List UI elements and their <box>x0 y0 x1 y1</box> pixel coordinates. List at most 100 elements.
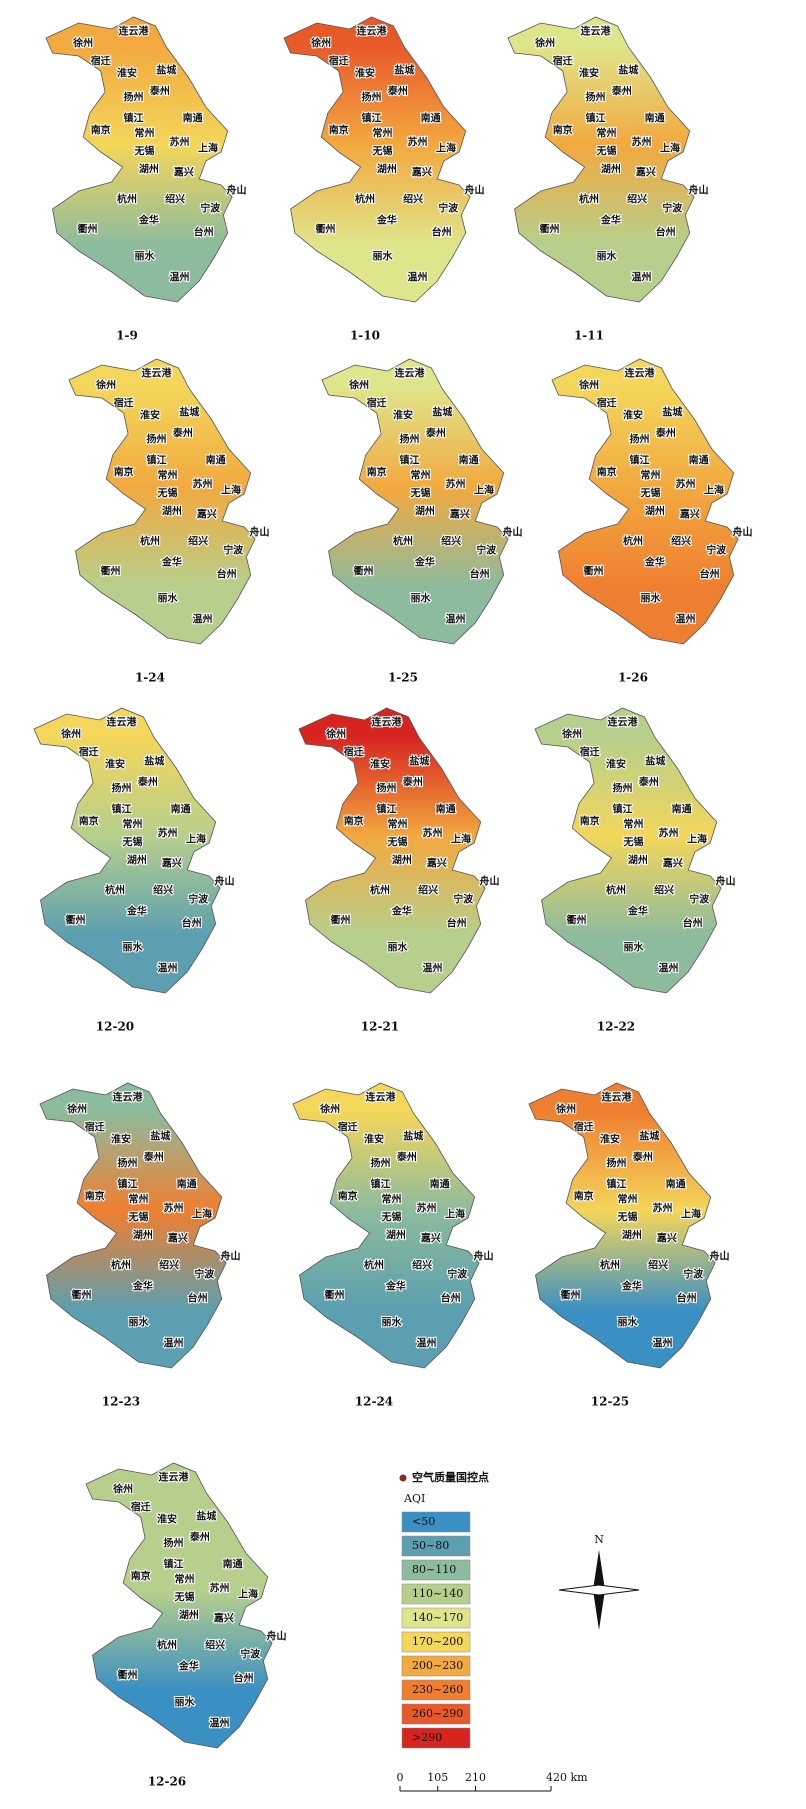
city-label: 连云港 <box>372 716 403 729</box>
city-label: 丽水 <box>158 592 179 605</box>
city-label: 衢州 <box>66 914 86 927</box>
city-label: 淮安 <box>606 758 626 771</box>
city-label: 上海 <box>474 484 494 497</box>
legend-label: 50~80 <box>412 1539 449 1552</box>
city-label: 盐城 <box>403 1130 423 1143</box>
city-label: 金华 <box>644 556 665 569</box>
city-label: 常州 <box>388 818 408 831</box>
city-label: 扬州 <box>377 782 397 795</box>
city-label: 衢州 <box>325 1289 345 1302</box>
city-label: 徐州 <box>66 1103 87 1116</box>
city-label: 台州 <box>447 917 467 930</box>
city-label: 衢州 <box>118 1669 138 1682</box>
city-label: 金华 <box>414 556 435 569</box>
city-label: 湖州 <box>377 163 397 176</box>
city-label: 嘉兴 <box>662 857 683 870</box>
city-label: 温州 <box>632 271 652 284</box>
city-label: 丽水 <box>388 941 409 954</box>
city-label: 杭州 <box>157 1639 177 1652</box>
city-label: 丽水 <box>135 250 156 263</box>
city-label: 苏州 <box>423 827 443 840</box>
city-label: 无锡 <box>157 487 178 500</box>
city-label: 舟山 <box>732 526 752 539</box>
city-label: 绍兴 <box>165 193 185 206</box>
legend-swatch <box>401 1511 471 1533</box>
panel-date: 1-9 <box>116 329 138 343</box>
city-label: 绍兴 <box>441 535 461 548</box>
city-label: 绍兴 <box>418 884 438 897</box>
city-label: 连云港 <box>357 25 388 38</box>
city-label: 宿迁 <box>344 746 364 759</box>
city-label: 温州 <box>417 1337 437 1350</box>
city-label: 台州 <box>194 226 214 239</box>
city-label: 宁波 <box>194 1268 215 1281</box>
city-label: 舟山 <box>266 1630 286 1643</box>
city-label: 丽水 <box>123 941 144 954</box>
city-label: 淮安 <box>157 1513 177 1526</box>
city-label: 常州 <box>158 469 178 482</box>
legend-label: 170~200 <box>412 1635 463 1648</box>
region <box>39 1082 227 1369</box>
city-label: 镇江 <box>400 454 420 467</box>
city-label: 无锡 <box>128 1211 149 1224</box>
city-label: 杭州 <box>600 1259 620 1272</box>
city-label: 泰州 <box>149 85 170 98</box>
city-label: 扬州 <box>147 433 167 446</box>
city-label: 南通 <box>171 803 191 816</box>
city-label: 温州 <box>164 1337 184 1350</box>
city-label: 苏州 <box>632 136 652 149</box>
city-label: 镇江 <box>607 1178 627 1191</box>
city-label: 南京 <box>329 124 349 137</box>
city-label: 南京 <box>580 815 600 828</box>
city-label: 无锡 <box>617 1211 638 1224</box>
city-label: 宁波 <box>453 893 474 906</box>
city-label: 绍兴 <box>153 884 173 897</box>
panel-date: 12-23 <box>102 1395 140 1409</box>
city-label: 舟山 <box>479 875 499 888</box>
city-label: 嘉兴 <box>420 1232 441 1245</box>
city-label: 上海 <box>687 833 707 846</box>
legend-swatch <box>401 1727 471 1749</box>
city-label: 盐城 <box>144 755 164 768</box>
city-label: 温州 <box>659 962 679 975</box>
city-label: 湖州 <box>386 1229 406 1242</box>
city-label: 宁波 <box>200 202 221 215</box>
legend-swatch <box>401 1655 471 1677</box>
city-label: 衢州 <box>72 1289 92 1302</box>
city-label: 扬州 <box>607 1157 627 1170</box>
city-label: 台州 <box>656 226 676 239</box>
region <box>283 16 471 303</box>
city-label: 连云港 <box>142 367 173 380</box>
panel-date: 12-25 <box>591 1395 629 1409</box>
city-label: 丽水 <box>624 941 645 954</box>
panel-date: 12-26 <box>148 1775 186 1789</box>
city-label: 镇江 <box>118 1178 138 1191</box>
city-label: 连云港 <box>366 1091 397 1104</box>
region <box>33 707 221 994</box>
city-label: 扬州 <box>164 1537 184 1550</box>
legend-swatch <box>401 1535 471 1557</box>
city-label: 台州 <box>677 1292 697 1305</box>
city-label: 宁波 <box>662 202 683 215</box>
city-label: 南京 <box>131 1570 151 1583</box>
city-label: 湖州 <box>127 854 147 867</box>
city-label: 无锡 <box>623 836 644 849</box>
city-label: 金华 <box>627 905 648 918</box>
city-label: 常州 <box>129 1193 149 1206</box>
city-label: 苏州 <box>676 478 696 491</box>
city-label: 徐州 <box>555 1103 576 1116</box>
city-label: 苏州 <box>170 136 190 149</box>
city-label: 上海 <box>681 1208 701 1221</box>
region <box>45 16 233 303</box>
city-label: 扬州 <box>630 433 650 446</box>
city-label: 宿迁 <box>580 746 600 759</box>
legend-label: >290 <box>412 1731 442 1744</box>
city-label: 绍兴 <box>654 884 674 897</box>
city-label: 上海 <box>704 484 724 497</box>
city-label: 宁波 <box>223 544 244 557</box>
city-label: 宁波 <box>447 1268 468 1281</box>
city-label: 镇江 <box>362 112 382 125</box>
